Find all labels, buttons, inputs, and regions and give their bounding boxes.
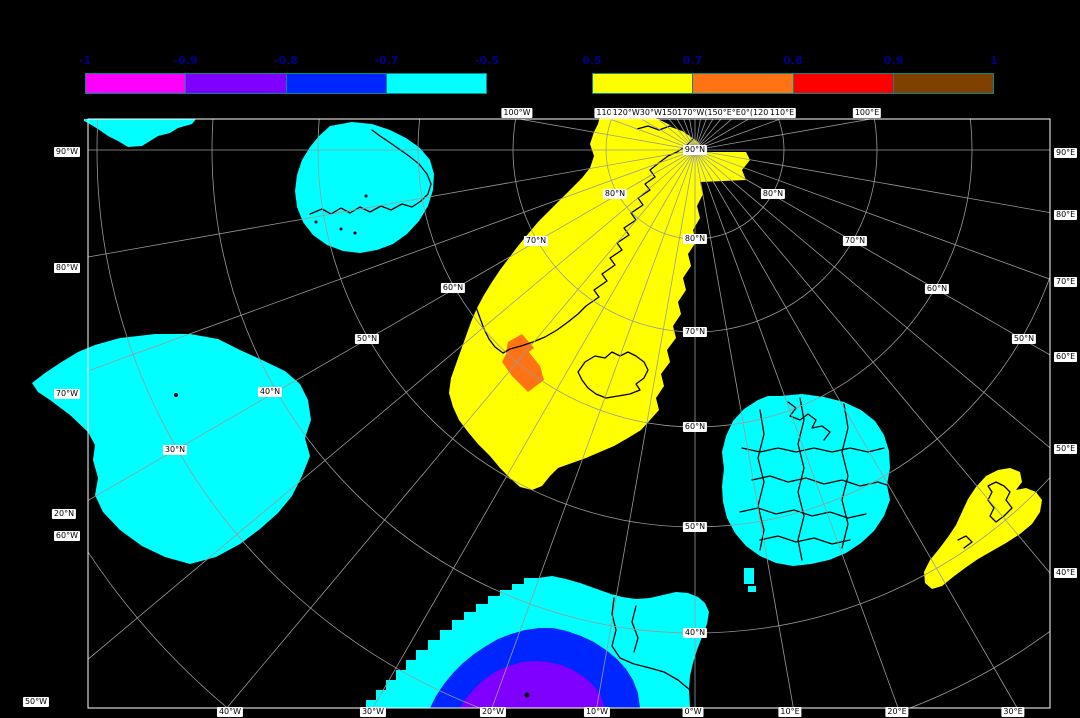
colorbar-tick-label: -0.8	[273, 54, 299, 67]
west-atlantic-region	[32, 334, 311, 564]
arctic-coastline-1	[309, 173, 432, 215]
colorbar-tick-label: 0.8	[783, 54, 803, 67]
map-regions	[32, 116, 1042, 708]
colorbar-segment	[893, 74, 993, 93]
south-greenland-orange-2	[502, 346, 544, 392]
colorbar-segment	[186, 74, 287, 93]
colorbar-segment	[593, 74, 694, 93]
europe-islet-1	[744, 568, 754, 584]
europe-islet-2	[748, 586, 756, 592]
greenland-east-coast	[502, 161, 661, 354]
meridian-line	[694, 149, 899, 708]
meridian-line	[372, 149, 696, 708]
europe-border-4	[759, 535, 851, 545]
meridian-line	[694, 149, 1050, 449]
iceland-coastline	[577, 351, 649, 399]
europe-coast-detail	[787, 401, 831, 441]
colorbar-positive	[592, 73, 994, 94]
meridian-line	[88, 149, 696, 372]
meridian-line	[226, 149, 696, 708]
meridian-line	[694, 149, 1050, 280]
meridian-line	[596, 149, 696, 708]
arctic-coast-patch	[295, 122, 434, 253]
colorbar-segment	[386, 74, 486, 93]
iberia-north-coast	[611, 585, 701, 595]
europe-border-2	[751, 475, 891, 487]
colorbar-tick-label: -1	[78, 54, 92, 67]
europe-border-7	[841, 403, 849, 549]
colorbar-segment	[286, 74, 387, 93]
meridian-line	[88, 149, 696, 660]
colorbar-segment	[693, 74, 794, 93]
coastlines	[174, 125, 1013, 709]
colorbar-tick-label: 1	[990, 54, 998, 67]
coast-dot	[364, 194, 368, 198]
colorbar-negative	[85, 73, 487, 94]
caucasus-caspian-region	[924, 468, 1042, 589]
colorbar-segment	[86, 74, 187, 93]
meridian-line	[694, 149, 1050, 214]
coast-dot	[524, 692, 530, 698]
arctic-canada-patch	[84, 119, 196, 147]
map-frame	[87, 118, 1051, 709]
meridian-line	[694, 149, 1050, 574]
meridian-line	[694, 149, 794, 708]
colorbar-tick-label: 0.7	[682, 54, 703, 67]
coast-dot	[353, 231, 357, 235]
meridian-line	[491, 149, 696, 708]
colorbar-tick-label: -0.5	[474, 54, 500, 67]
colorbar-negative-ticks: -1 -0.9 -0.8 -0.7 -0.5	[79, 54, 499, 69]
meridian-line	[88, 149, 696, 258]
greenland-north-coast	[636, 125, 700, 163]
colorbar-tick-label: -0.9	[173, 54, 198, 67]
meridian-line	[694, 149, 1018, 708]
arctic-coastline-2	[371, 129, 428, 175]
colorbar-tick-label: 0.5	[582, 54, 602, 67]
iberia-border	[631, 605, 639, 653]
europe-border-5	[797, 397, 805, 561]
colorbar-positive-ticks: 0.5 0.7 0.8 0.9 1	[582, 54, 998, 69]
iberia-west-south-coast	[611, 597, 707, 709]
caspian-coastline	[987, 481, 1013, 523]
coast-dot	[174, 393, 178, 397]
colorbar-tick-label: -0.7	[374, 54, 399, 67]
greenland-southwest-coast	[473, 286, 504, 354]
coast-dot	[314, 220, 318, 224]
europe-border-6	[757, 409, 765, 551]
coast-dot	[339, 227, 343, 231]
greenland-iceland-region	[449, 116, 750, 490]
europe-border-1	[741, 447, 885, 453]
colorbar-tick-label: 0.9	[883, 54, 904, 67]
colorbar-segment	[793, 74, 894, 93]
caucasus-coast-detail	[957, 535, 973, 549]
parallel-circle	[96, 119, 1050, 708]
